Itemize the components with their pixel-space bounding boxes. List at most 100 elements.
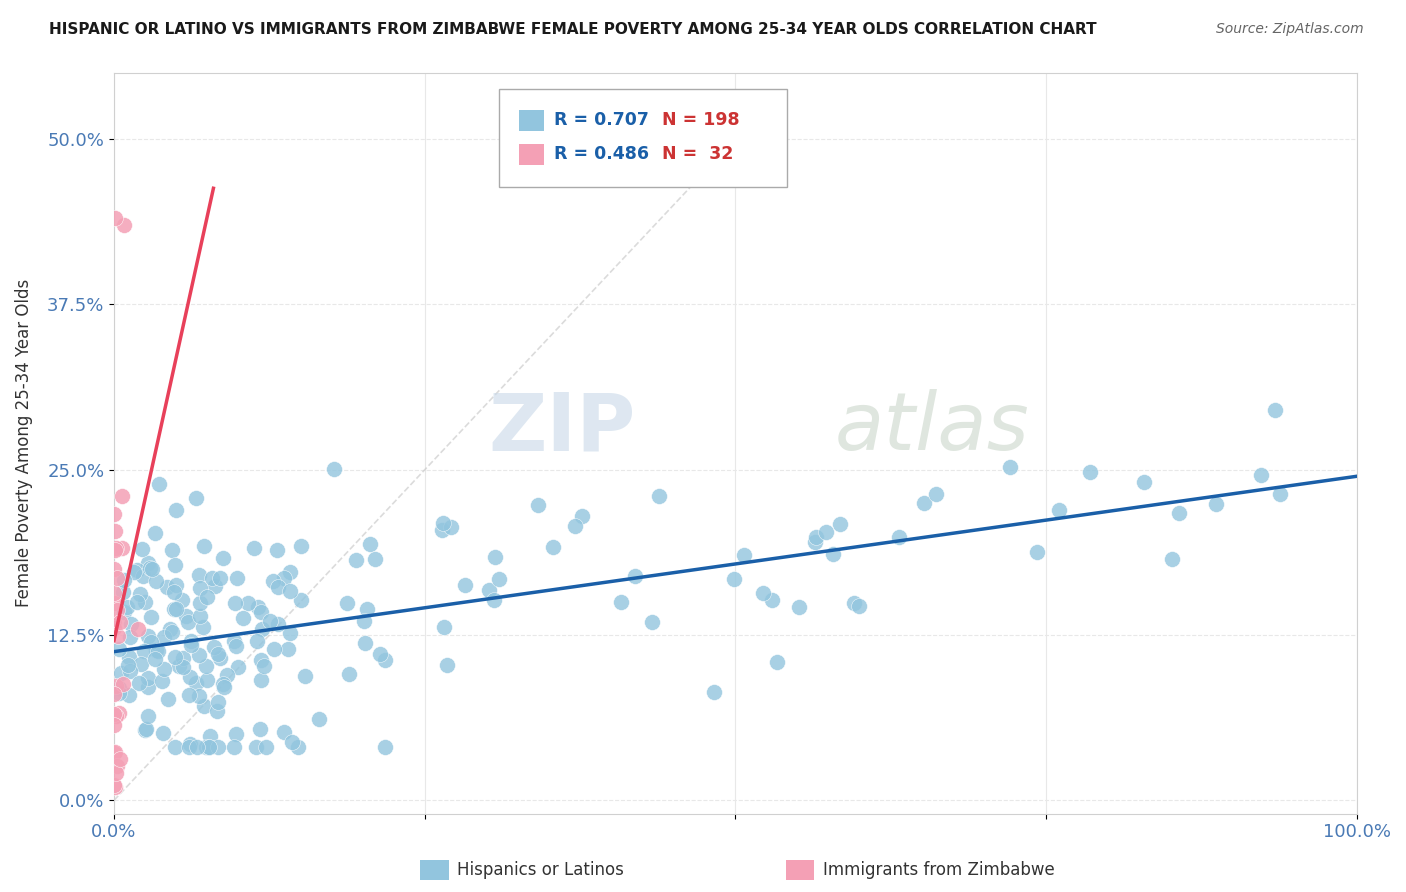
Point	[108, 615, 131, 630]
Point	[488, 572, 510, 586]
Point	[253, 658, 276, 673]
Point	[278, 583, 301, 598]
Point	[815, 524, 838, 539]
Point	[733, 548, 755, 562]
Point	[105, 602, 128, 616]
Point	[165, 601, 187, 615]
Point	[139, 635, 162, 649]
Point	[179, 689, 201, 703]
Point	[146, 644, 169, 658]
Point	[104, 745, 127, 759]
Point	[198, 740, 221, 755]
Point	[117, 657, 139, 672]
Point	[212, 680, 235, 694]
Point	[108, 752, 131, 766]
Point	[527, 498, 550, 512]
Point	[252, 622, 274, 636]
Text: N = 198: N = 198	[662, 112, 740, 129]
Point	[165, 650, 187, 665]
Point	[112, 606, 135, 620]
Point	[1047, 503, 1070, 517]
Point	[232, 611, 254, 625]
Point	[209, 571, 232, 585]
Point	[281, 735, 304, 749]
Text: R = 0.707: R = 0.707	[554, 112, 648, 129]
Point	[344, 552, 367, 566]
Point	[723, 572, 745, 586]
Point	[188, 690, 211, 704]
Point	[353, 636, 375, 650]
Point	[167, 659, 190, 673]
Point	[107, 706, 129, 720]
Point	[266, 543, 288, 558]
Point	[187, 648, 209, 663]
Point	[224, 740, 246, 755]
Point	[195, 673, 218, 687]
Point	[254, 740, 277, 755]
Point	[1168, 506, 1191, 520]
Point	[803, 534, 825, 549]
Point	[224, 634, 246, 648]
Point	[323, 462, 346, 476]
Point	[453, 578, 475, 592]
Point	[571, 508, 593, 523]
Point	[273, 725, 295, 739]
Point	[1264, 403, 1286, 417]
Point	[117, 649, 139, 664]
Point	[139, 610, 162, 624]
Point	[129, 657, 152, 671]
Point	[204, 579, 226, 593]
Point	[356, 602, 378, 616]
Point	[150, 674, 173, 689]
Point	[1205, 497, 1227, 511]
Text: Hispanics or Latinos: Hispanics or Latinos	[457, 861, 624, 879]
Point	[247, 599, 270, 614]
Point	[1026, 545, 1049, 559]
Point	[176, 609, 198, 624]
Point	[277, 641, 299, 656]
Point	[103, 746, 125, 760]
Point	[190, 595, 212, 609]
Point	[111, 677, 134, 691]
Point	[141, 561, 163, 575]
Point	[193, 620, 215, 634]
Point	[226, 659, 249, 673]
Point	[145, 574, 167, 588]
Point	[139, 561, 162, 575]
Point	[246, 633, 269, 648]
Point	[134, 723, 156, 738]
Point	[821, 547, 844, 561]
Point	[290, 539, 312, 553]
Point	[440, 520, 463, 534]
Point	[187, 568, 209, 582]
Point	[125, 563, 148, 577]
Point	[148, 476, 170, 491]
Point	[160, 542, 183, 557]
Point	[211, 551, 233, 566]
Point	[180, 638, 202, 652]
Point	[136, 629, 159, 643]
Point	[194, 740, 217, 755]
Point	[105, 766, 128, 780]
Point	[278, 565, 301, 579]
Point	[359, 537, 381, 551]
Point	[1268, 487, 1291, 501]
Point	[482, 592, 505, 607]
Point	[108, 641, 131, 656]
Point	[249, 605, 271, 619]
Point	[225, 639, 247, 653]
Point	[184, 491, 207, 505]
Text: N =  32: N = 32	[662, 145, 734, 163]
Point	[103, 586, 125, 600]
Point	[624, 569, 647, 583]
Point	[163, 584, 186, 599]
Point	[104, 211, 127, 225]
Point	[153, 662, 176, 676]
Point	[105, 541, 128, 555]
Point	[1078, 466, 1101, 480]
Point	[172, 659, 194, 673]
Point	[156, 580, 179, 594]
Point	[374, 740, 396, 755]
Point	[107, 686, 129, 700]
Point	[336, 596, 359, 610]
